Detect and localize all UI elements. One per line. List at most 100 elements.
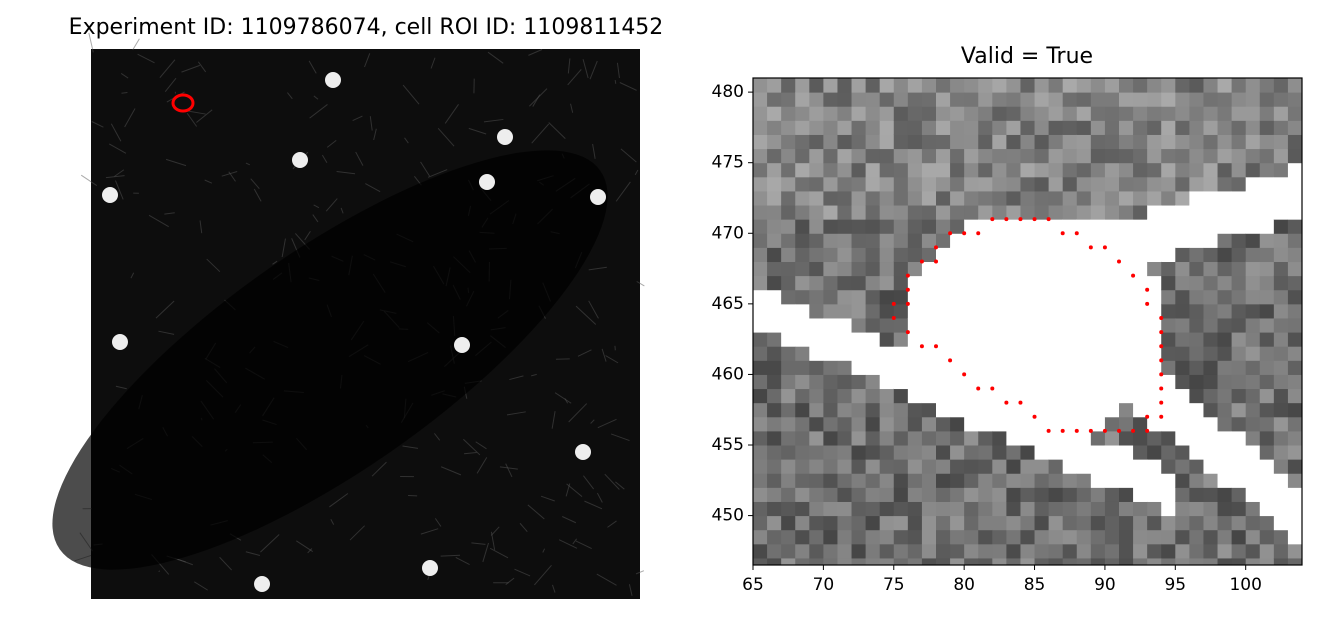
pixel (1218, 134, 1233, 149)
pixel (922, 374, 937, 389)
pixel (1175, 530, 1190, 545)
pixel (823, 417, 838, 432)
pixel (866, 134, 881, 149)
pixel (1288, 219, 1303, 234)
pixel (880, 163, 895, 178)
pixel (936, 78, 951, 93)
pixel (936, 544, 951, 559)
pixel (978, 431, 993, 446)
pixel (1105, 431, 1120, 446)
pixel (992, 544, 1007, 559)
pixel (908, 120, 923, 135)
pixel (1260, 120, 1275, 135)
pixel (1006, 233, 1021, 248)
pixel (1288, 389, 1303, 404)
pixel (1175, 205, 1190, 220)
pixel (1105, 92, 1120, 107)
pixel (1077, 92, 1092, 107)
pixel (1260, 134, 1275, 149)
pixel (880, 219, 895, 234)
pixel (1288, 134, 1303, 149)
pixel (964, 276, 979, 291)
pixel (1274, 163, 1289, 178)
pixel (852, 92, 867, 107)
pixel (1189, 205, 1204, 220)
pixel (950, 346, 965, 361)
pixel (894, 78, 909, 93)
pixel (809, 501, 824, 516)
pixel (978, 290, 993, 305)
pixel (1218, 417, 1233, 432)
pixel (795, 276, 810, 291)
pixel (866, 205, 881, 220)
pixel (1203, 219, 1218, 234)
pixel (1091, 530, 1106, 545)
pixel (978, 530, 993, 545)
pixel (1035, 205, 1050, 220)
contour-point (892, 316, 896, 320)
pixel (823, 149, 838, 164)
pixel (767, 191, 782, 206)
pixel (809, 290, 824, 305)
pixel (753, 374, 768, 389)
pixel (1246, 487, 1261, 502)
pixel (1091, 459, 1106, 474)
pixel (1175, 92, 1190, 107)
pixel (936, 262, 951, 277)
pixel (1077, 262, 1092, 277)
pixel (1077, 120, 1092, 135)
pixel (1274, 487, 1289, 502)
pixel (964, 346, 979, 361)
pixel (866, 262, 881, 277)
pixel (1049, 459, 1064, 474)
pixel (1020, 149, 1035, 164)
pixel (1288, 276, 1303, 291)
pixel (1077, 276, 1092, 291)
pixel (936, 403, 951, 418)
pixel (809, 374, 824, 389)
pixel (1105, 106, 1120, 121)
cell-body (102, 187, 118, 203)
pixel (894, 445, 909, 460)
pixel (1147, 233, 1162, 248)
pixel (1020, 134, 1035, 149)
pixel (852, 120, 867, 135)
pixel (1147, 487, 1162, 502)
pixel (908, 473, 923, 488)
pixel (950, 276, 965, 291)
cell-body (454, 337, 470, 353)
pixel (922, 106, 937, 121)
pixel (837, 544, 852, 559)
pixel (1147, 205, 1162, 220)
pixel (1077, 431, 1092, 446)
pixel (936, 374, 951, 389)
pixel (922, 346, 937, 361)
pixel (866, 473, 881, 488)
pixel (852, 360, 867, 375)
pixel (1049, 177, 1064, 192)
pixel (1091, 134, 1106, 149)
pixel (1161, 389, 1176, 404)
pixel (837, 346, 852, 361)
pixel (1063, 501, 1078, 516)
pixel (753, 177, 768, 192)
pixel (753, 431, 768, 446)
pixel (753, 191, 768, 206)
pixel (1077, 106, 1092, 121)
pixel (1006, 262, 1021, 277)
pixel (1203, 177, 1218, 192)
pixel (1218, 544, 1233, 559)
pixel (1161, 163, 1176, 178)
pixel (795, 487, 810, 502)
pixel (894, 332, 909, 347)
pixel (894, 417, 909, 432)
cell-body (325, 72, 341, 88)
pixel (936, 64, 951, 79)
pixel (1161, 78, 1176, 93)
pixel (880, 318, 895, 333)
pixel (922, 276, 937, 291)
pixel (1119, 445, 1134, 460)
pixel (1020, 276, 1035, 291)
pixel (1260, 149, 1275, 164)
pixel (767, 92, 782, 107)
